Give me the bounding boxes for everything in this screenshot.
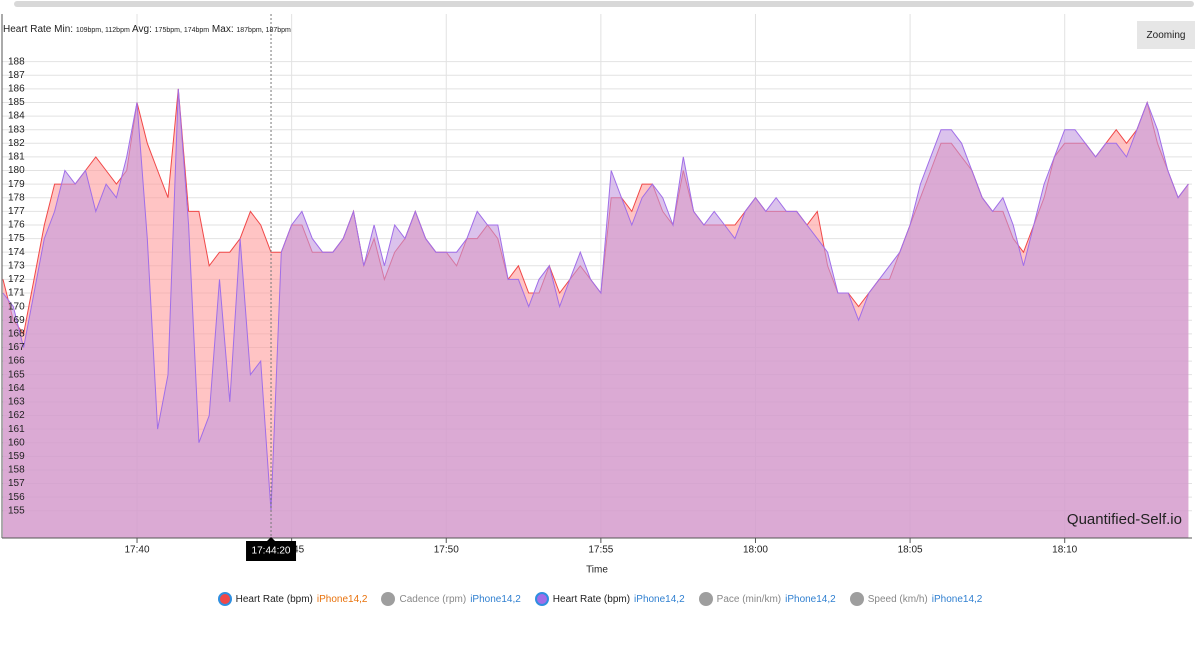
legend-icon xyxy=(849,592,864,606)
legend-name: Speed (km/h) xyxy=(867,593,928,605)
y-tick-label: 168 xyxy=(8,328,25,339)
legend-name: Heart Rate (bpm) xyxy=(235,593,313,605)
y-tick-label: 169 xyxy=(8,315,25,326)
area xyxy=(3,88,1189,539)
x-tick-label: 18:00 xyxy=(743,545,768,556)
y-tick-label: 180 xyxy=(8,165,25,176)
y-tick-label: 161 xyxy=(8,424,25,435)
line xyxy=(2,88,1189,511)
y-tick-label: 184 xyxy=(8,111,25,122)
crosshair-label-bg xyxy=(246,537,297,561)
stat-label: Min: xyxy=(54,24,74,35)
y-tick-label: 158 xyxy=(8,465,25,476)
title: Heart Rate xyxy=(3,24,52,35)
y-tick-label: 160 xyxy=(8,437,25,448)
stat-label: Max: xyxy=(211,24,234,35)
crosshair-label: 17:44:20 xyxy=(252,546,291,557)
legend-source: iPhone14,2 xyxy=(470,593,521,605)
y-tick-label: 155 xyxy=(8,505,25,516)
legend-name: Cadence (rpm) xyxy=(399,593,467,605)
y-tick-label: 183 xyxy=(8,124,25,135)
y-tick-label: 181 xyxy=(8,152,25,163)
y-tick-label: 185 xyxy=(8,97,25,108)
x-tick-label: 17:55 xyxy=(588,545,613,556)
legend-item[interactable]: Heart Rate (bpm) iPhone14,2 xyxy=(534,592,685,606)
y-tick-label: 176 xyxy=(8,220,25,231)
legend-item[interactable]: Cadence (rpm) iPhone14,2 xyxy=(381,592,521,606)
stat-value: 175bpm, 174bpm xyxy=(154,27,210,34)
y-tick-label: 174 xyxy=(8,247,25,258)
legend-icon xyxy=(217,592,232,606)
y-tick-label: 159 xyxy=(8,451,25,462)
y-tick-label: 171 xyxy=(8,288,25,299)
y-tick-label: 163 xyxy=(8,397,25,408)
y-tick-label: 178 xyxy=(8,192,25,203)
y-tick-label: 172 xyxy=(8,274,25,285)
y-tick-label: 186 xyxy=(8,83,25,94)
y-tick-label: 188 xyxy=(8,56,25,67)
legend-source: iPhone14,2 xyxy=(785,593,836,605)
x-tick-label: 17:40 xyxy=(125,545,150,556)
y-tick-label: 164 xyxy=(8,383,25,394)
y-tick-label: 173 xyxy=(8,260,25,271)
y-tick-label: 165 xyxy=(8,369,25,380)
y-tick-label: 157 xyxy=(8,478,25,489)
watermark: Quantified-Self.io xyxy=(1067,511,1182,528)
x-tick-label: 18:10 xyxy=(1052,545,1077,556)
y-tick-label: 177 xyxy=(8,206,25,217)
y-tick-label: 182 xyxy=(8,138,25,149)
stat-label: Avg: xyxy=(132,24,152,35)
y-tick-label: 175 xyxy=(8,233,25,244)
stats: Min: 109bpm, 112bpm Avg: 175bpm, 174bpm … xyxy=(54,24,291,35)
x-axis-label: Time xyxy=(586,565,608,576)
y-tick-label: 179 xyxy=(8,179,25,190)
legend-icon xyxy=(381,592,396,606)
stat-value: 187bpm, 187bpm xyxy=(236,27,291,34)
legend: Heart Rate (bpm) iPhone14,2 Cadence (rpm) i… xyxy=(0,592,1200,606)
y-tick-label: 170 xyxy=(8,301,25,312)
legend-icon xyxy=(698,592,713,606)
header: Heart Rate Min: 109bpm, 112bpm Avg: 175b… xyxy=(3,24,291,35)
y-tick-label: 167 xyxy=(8,342,25,353)
legend-source: iPhone14,2 xyxy=(931,593,983,605)
y-tick-label: 156 xyxy=(8,492,25,503)
x-tick-label: 17:50 xyxy=(434,545,459,556)
legend-name: Pace (min/km) xyxy=(716,593,782,605)
stat-value: 109bpm, 112bpm xyxy=(75,27,130,34)
legend-source: iPhone14,2 xyxy=(316,593,368,605)
x-tick-label: 18:05 xyxy=(898,545,923,556)
y-tick-label: 166 xyxy=(8,356,25,367)
y-tick-label: 187 xyxy=(8,70,25,81)
legend-source: iPhone14,2 xyxy=(634,593,685,605)
legend-item[interactable]: Heart Rate (bpm) iPhone14,2 xyxy=(217,592,368,606)
legend-icon xyxy=(534,592,549,606)
y-tick-label: 162 xyxy=(8,410,25,421)
legend-item[interactable]: Pace (min/km) iPhone14,2 xyxy=(698,592,836,606)
legend-name: Heart Rate (bpm) xyxy=(552,593,631,605)
scrollbar[interactable] xyxy=(14,1,1194,7)
zoom-button[interactable]: Zooming xyxy=(1137,21,1195,49)
legend-item[interactable]: Speed (km/h) iPhone14,2 xyxy=(849,592,983,606)
